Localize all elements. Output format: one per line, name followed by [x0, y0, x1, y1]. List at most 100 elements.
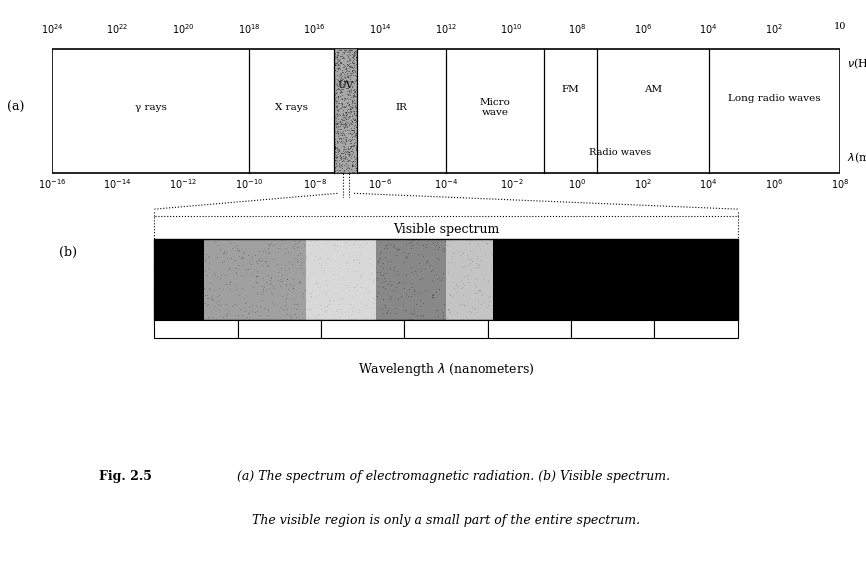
Point — [342, 149, 356, 158]
Point — [345, 146, 359, 155]
Point — [484, 261, 498, 270]
Point — [387, 266, 401, 275]
Point — [345, 83, 359, 92]
Point — [396, 278, 410, 287]
Point — [390, 250, 404, 259]
Point — [204, 284, 217, 293]
Point — [330, 79, 344, 88]
Point — [323, 295, 337, 304]
Point — [376, 282, 390, 291]
Point — [333, 299, 346, 308]
Point — [281, 304, 294, 313]
Point — [333, 72, 346, 81]
Point — [349, 111, 363, 120]
Point — [335, 160, 349, 169]
Point — [342, 100, 356, 109]
Point — [343, 271, 357, 280]
Point — [327, 146, 341, 155]
Point — [344, 126, 358, 135]
Point — [338, 60, 352, 69]
Point — [483, 292, 497, 301]
Point — [248, 251, 262, 260]
Bar — [571, 320, 655, 338]
Point — [470, 273, 484, 282]
Point — [378, 301, 392, 310]
Point — [339, 79, 352, 88]
Point — [331, 121, 345, 130]
Point — [350, 98, 364, 107]
Point — [342, 147, 356, 156]
Point — [230, 243, 244, 252]
Point — [337, 121, 351, 130]
Point — [340, 93, 354, 102]
Point — [456, 247, 469, 256]
Point — [402, 292, 416, 301]
Point — [236, 283, 249, 292]
Point — [219, 310, 233, 319]
Point — [339, 258, 353, 267]
Point — [334, 152, 348, 161]
Point — [361, 287, 375, 296]
Point — [350, 124, 364, 133]
Point — [330, 156, 344, 165]
Point — [340, 97, 354, 106]
Point — [340, 149, 354, 158]
Point — [261, 305, 275, 314]
Text: $10^{-16}$: $10^{-16}$ — [38, 177, 66, 191]
Text: Wavelength $\lambda$ (nanometers): Wavelength $\lambda$ (nanometers) — [358, 361, 534, 378]
Point — [450, 280, 464, 289]
Text: Long radio waves: Long radio waves — [728, 94, 821, 103]
Point — [335, 294, 349, 303]
Point — [229, 284, 242, 293]
Point — [308, 236, 322, 245]
Point — [331, 106, 345, 115]
Point — [326, 270, 339, 279]
Point — [349, 146, 363, 155]
Point — [265, 290, 279, 299]
Point — [200, 294, 214, 303]
Point — [346, 97, 359, 106]
Point — [366, 293, 380, 302]
Point — [343, 150, 357, 159]
Point — [220, 253, 234, 262]
Point — [351, 116, 365, 125]
Point — [337, 120, 351, 129]
Point — [262, 243, 275, 252]
Point — [482, 297, 496, 306]
Point — [219, 279, 233, 288]
Point — [376, 294, 390, 303]
Point — [437, 315, 451, 324]
Point — [216, 257, 230, 266]
Point — [475, 237, 489, 246]
Point — [199, 255, 213, 264]
Point — [483, 235, 497, 244]
Point — [262, 241, 276, 250]
Point — [370, 292, 384, 301]
Point — [341, 150, 355, 159]
Point — [336, 47, 350, 56]
Point — [340, 61, 354, 70]
Point — [330, 138, 344, 147]
Point — [339, 152, 352, 161]
Point — [380, 307, 394, 316]
Point — [374, 247, 388, 256]
Point — [249, 272, 263, 281]
Point — [342, 87, 356, 96]
Point — [340, 47, 354, 56]
Point — [328, 239, 342, 248]
Point — [342, 283, 356, 292]
Point — [337, 161, 351, 170]
Point — [347, 58, 361, 67]
Point — [353, 271, 367, 280]
Text: $10^{20}$: $10^{20}$ — [172, 22, 195, 36]
Point — [331, 126, 345, 135]
Point — [338, 153, 352, 162]
Point — [333, 118, 346, 127]
Point — [349, 92, 363, 101]
Point — [346, 106, 359, 115]
Point — [229, 268, 243, 277]
Point — [203, 284, 216, 293]
Point — [343, 56, 357, 65]
Point — [287, 300, 301, 309]
Point — [346, 92, 360, 101]
